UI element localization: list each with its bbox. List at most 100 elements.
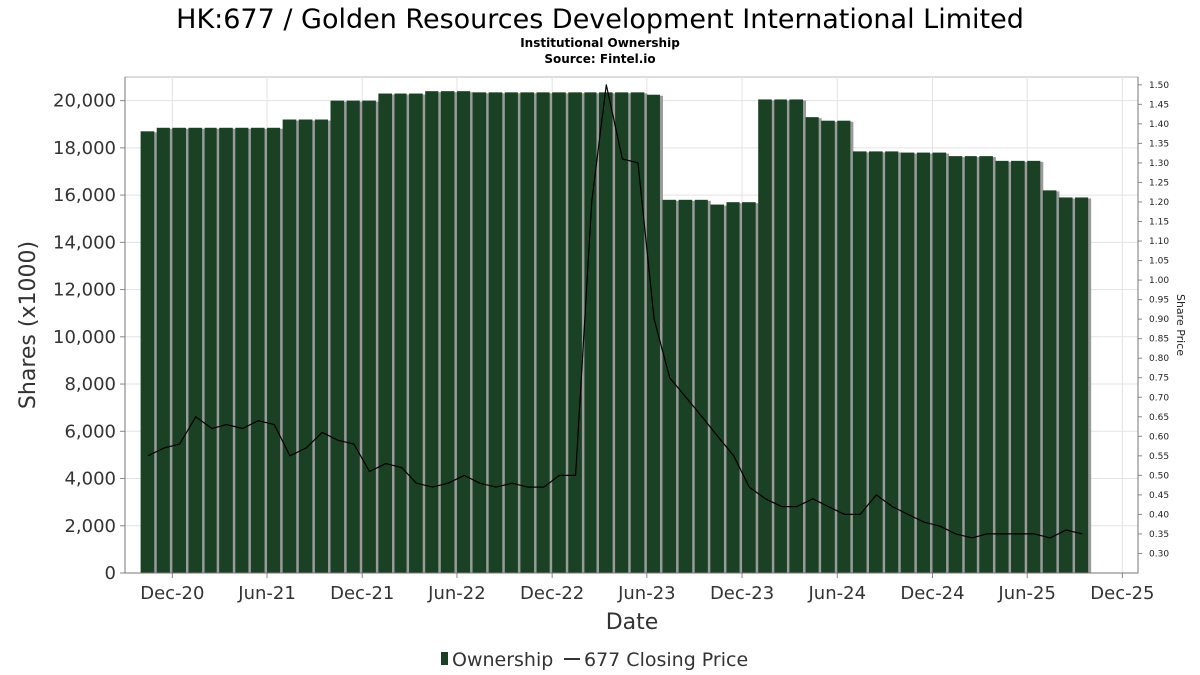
ownership-bar [758, 99, 772, 573]
ownership-bar [694, 199, 708, 574]
y2-tick-label: 0.45 [1149, 491, 1169, 501]
y-tick-label: 20,000 [53, 91, 116, 112]
ownership-bar [630, 92, 645, 573]
y2-tick-label: 0.60 [1149, 432, 1169, 442]
ownership-bar [568, 92, 582, 573]
x-tick-label: Jun-23 [617, 583, 676, 604]
y-tick-label: 6,000 [64, 421, 116, 442]
ownership-bar [869, 151, 883, 573]
y2-tick-label: 0.80 [1149, 354, 1169, 364]
ownership-bar [821, 120, 835, 573]
ownership-bar [948, 156, 963, 573]
ownership-bar [172, 127, 186, 574]
ownership-bar [805, 117, 819, 574]
ownership-bar [979, 156, 993, 573]
y-tick-label: 8,000 [64, 374, 116, 395]
legend-ownership-label: Ownership [452, 649, 553, 671]
ownership-bar [852, 151, 867, 573]
ownership-bar [425, 91, 439, 574]
ownership-bar [598, 92, 613, 573]
y2-tick-label: 1.15 [1149, 218, 1169, 228]
y2-tick-label: 1.50 [1149, 81, 1169, 91]
ownership-bar [219, 127, 233, 574]
x-tick-label: Dec-25 [1090, 583, 1154, 604]
y-axis-label: Shares (x1000) [16, 241, 41, 409]
ownership-bar [710, 204, 724, 574]
x-tick-label: Jun-21 [237, 583, 296, 604]
y2-tick-label: 1.00 [1149, 276, 1169, 286]
chart-title: HK:677 / Golden Resources Development In… [176, 4, 1024, 35]
ownership-bar [964, 156, 977, 573]
x-tick-label: Dec-21 [330, 583, 394, 604]
axes: 0 2,000 4,000 6,000 8,000 10,000 12,000 14,000 1… [53, 77, 1169, 604]
y-tick-label: 18,000 [53, 138, 116, 159]
ownership-bar [837, 120, 851, 573]
y2-tick-label: 0.30 [1149, 549, 1169, 559]
legend-ownership-swatch [441, 652, 448, 665]
ownership-bar [1058, 197, 1073, 573]
x-tick-label: Dec-24 [900, 583, 964, 604]
ownership-bar [250, 127, 265, 574]
x-tick-label: Jun-25 [997, 583, 1056, 604]
y2-axis-label: Share Price [1174, 294, 1187, 356]
y2-tick-label: 0.55 [1149, 452, 1169, 462]
ownership-bar [995, 160, 1009, 573]
y2-tick-label: 0.35 [1149, 530, 1169, 540]
ownership-bar [885, 151, 899, 573]
y-tick-label: 10,000 [53, 327, 116, 348]
price-line-group [147, 84, 1083, 539]
ownership-bars [140, 91, 1092, 574]
chart-subtitle: Institutional Ownership [520, 36, 680, 50]
ownership-bar [742, 202, 756, 573]
y2-tick-label: 0.85 [1149, 335, 1169, 345]
ownership-bar [536, 92, 550, 573]
ownership-bar [678, 199, 693, 574]
ownership-bar [615, 92, 629, 573]
legend-price-label: 677 Closing Price [584, 649, 748, 671]
x-tick-label: Dec-22 [520, 583, 584, 604]
y2-tick-label: 1.30 [1149, 159, 1169, 169]
ownership-bar [1027, 160, 1041, 573]
ownership-bar [330, 100, 345, 573]
y2-tick-label: 0.70 [1149, 393, 1169, 403]
ownership-bar [440, 91, 455, 574]
ownership-bar [204, 127, 217, 574]
y2-tick-label: 1.40 [1149, 120, 1169, 130]
y-tick-label: 4,000 [64, 469, 116, 490]
ownership-bar [394, 93, 407, 574]
ownership-bar [646, 94, 660, 573]
y2-tick-label: 1.45 [1149, 100, 1169, 110]
ownership-bar [774, 99, 787, 573]
y2-tick-label: 0.90 [1149, 315, 1169, 325]
y2-tick-label: 1.05 [1149, 257, 1169, 267]
ownership-bar [140, 131, 155, 574]
y2-tick-label: 0.65 [1149, 413, 1169, 423]
ownership-bar [235, 127, 249, 574]
ownership-bar [409, 93, 423, 574]
ownership-bar [1042, 190, 1057, 573]
ownership-bar [504, 92, 518, 573]
y-tick-label: 16,000 [53, 185, 116, 206]
y2-tick-label: 1.10 [1149, 237, 1169, 247]
price-line [147, 84, 1083, 539]
ownership-bar [552, 92, 566, 573]
ownership-bar [314, 119, 329, 573]
ownership-bar [520, 92, 535, 573]
ownership-bar [900, 152, 915, 574]
x-tick-label: Jun-22 [427, 583, 486, 604]
ownership-bar [362, 100, 376, 573]
y-tick-label: 2,000 [64, 516, 116, 537]
chart-source: Source: Fintel.io [544, 52, 655, 66]
y2-tick-label: 1.20 [1149, 198, 1169, 208]
y2-tick-label: 1.25 [1149, 178, 1169, 188]
y-tick-label: 12,000 [53, 280, 116, 301]
ownership-bar [267, 127, 281, 574]
x-axis-label: Date [606, 610, 659, 635]
ownership-bar [1011, 160, 1025, 573]
y-tick-label: 0 [105, 563, 116, 584]
y2-tick-label: 0.75 [1149, 374, 1169, 384]
ownership-bar [726, 202, 740, 573]
ownership-bar [916, 152, 930, 574]
ownership-bar [346, 100, 360, 573]
